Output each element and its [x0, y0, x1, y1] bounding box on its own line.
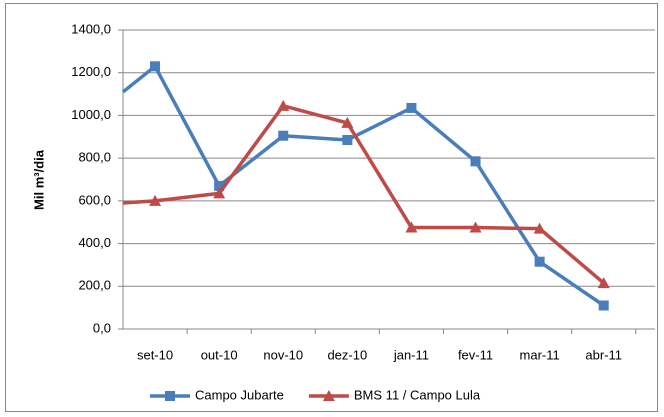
- marker: [278, 130, 289, 141]
- chart-border: [5, 3, 658, 412]
- y-tick-label: 400,0: [78, 235, 111, 250]
- x-tick-label: jan-11: [393, 347, 429, 362]
- y-axis-label: Mil m³/dia: [31, 149, 46, 210]
- x-tick-label: fev-11: [458, 347, 493, 362]
- marker: [150, 61, 161, 72]
- marker: [533, 222, 546, 234]
- marker: [470, 156, 481, 167]
- y-tick-label: 1200,0: [71, 64, 111, 79]
- x-tick-label: nov-10: [263, 347, 303, 362]
- marker: [598, 300, 609, 311]
- y-tick-label: 800,0: [78, 150, 111, 165]
- legend-label: BMS 11 / Campo Lula: [354, 387, 481, 402]
- y-tick-label: 1400,0: [71, 21, 111, 36]
- marker: [213, 187, 226, 199]
- legend-marker: [322, 390, 335, 401]
- marker: [342, 134, 353, 145]
- marker: [149, 194, 162, 206]
- x-tick-label: dez-10: [327, 347, 367, 362]
- x-tick-label: abr-11: [585, 347, 622, 362]
- y-tick-label: 200,0: [78, 278, 111, 293]
- marker: [406, 102, 417, 113]
- marker: [341, 116, 354, 128]
- legend-marker: [165, 391, 175, 401]
- y-tick-label: 1000,0: [71, 107, 111, 122]
- marker: [214, 180, 225, 191]
- marker: [534, 256, 545, 267]
- y-tick-label: 0,0: [93, 320, 111, 335]
- x-tick-label: out-10: [201, 347, 238, 362]
- marker: [597, 277, 610, 289]
- marker: [277, 99, 290, 111]
- x-tick-label: mar-11: [520, 347, 560, 362]
- legend-label: Campo Jubarte: [195, 387, 284, 402]
- marker: [405, 221, 418, 233]
- y-tick-label: 600,0: [78, 192, 111, 207]
- x-tick-label: set-10: [137, 347, 173, 362]
- marker: [469, 221, 482, 233]
